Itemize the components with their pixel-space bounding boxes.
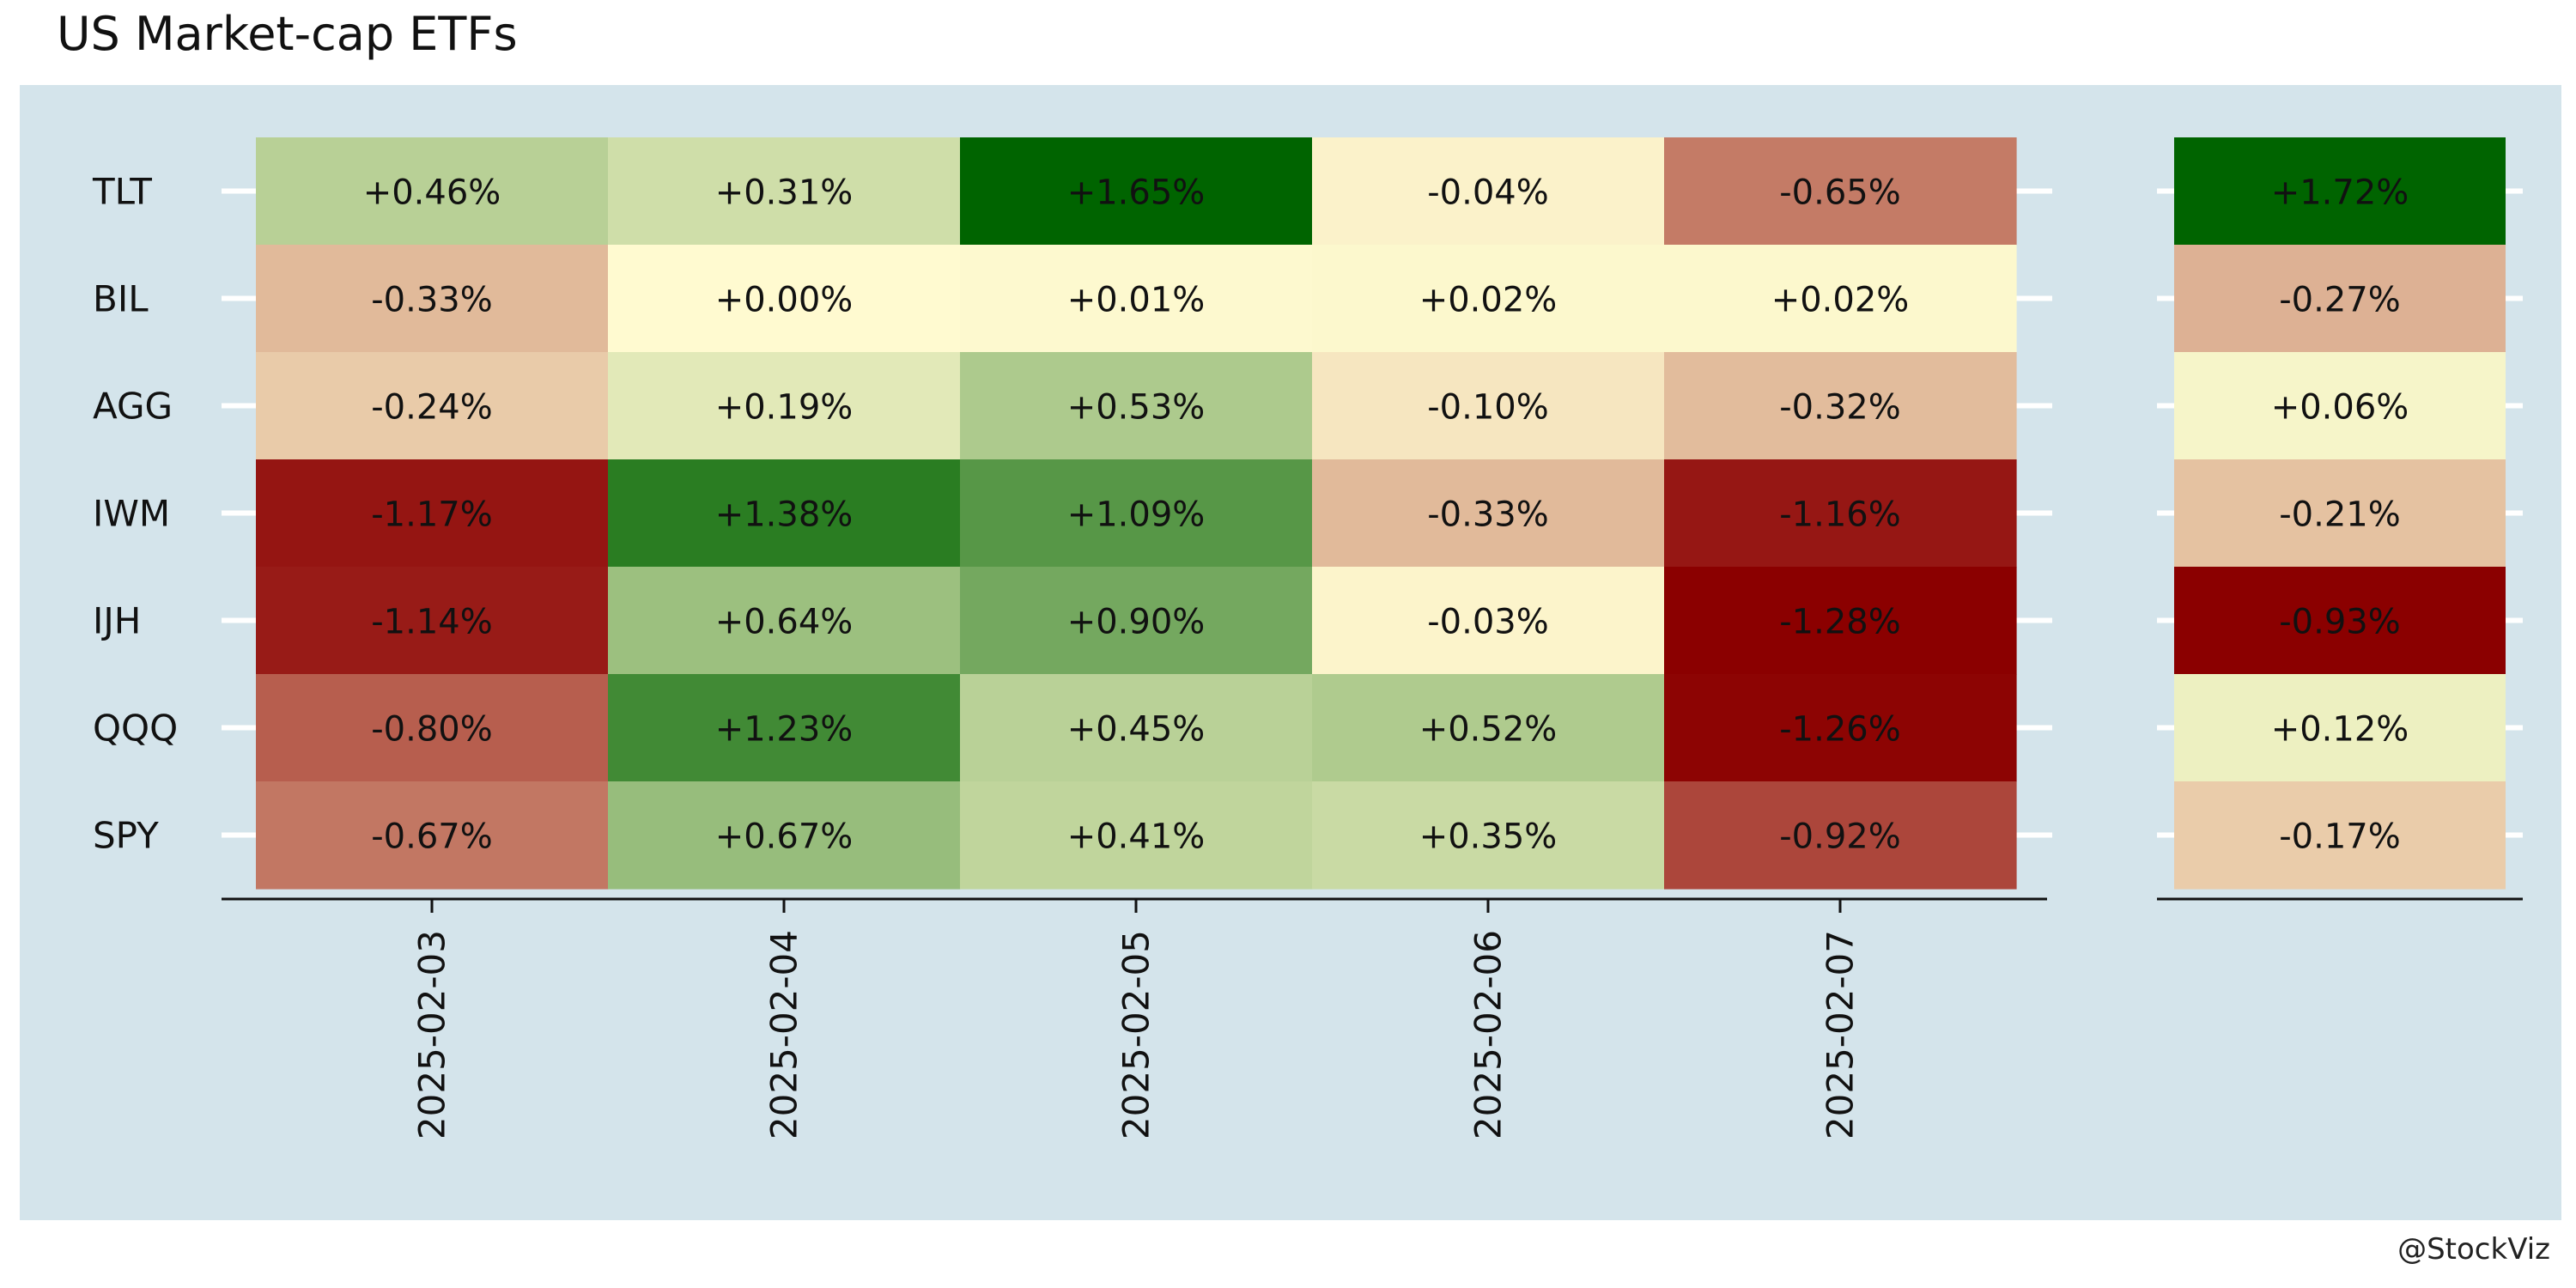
heatmap-cell — [960, 245, 1313, 353]
cell-label: -0.65% — [1779, 173, 1901, 213]
cell-label: -0.24% — [371, 388, 493, 428]
heatmap-cell — [960, 352, 1313, 460]
watermark: @StockViz — [2397, 1232, 2550, 1267]
heatmap-cell — [608, 674, 961, 782]
cell-label: +0.00% — [715, 281, 854, 320]
total-cell — [2174, 674, 2506, 782]
heatmap-cell — [608, 137, 961, 246]
cell-label: -1.17% — [371, 495, 493, 535]
cell-label: -1.28% — [1779, 603, 1901, 642]
total-label: +1.72% — [2271, 173, 2409, 213]
total-label: -0.21% — [2279, 495, 2401, 535]
heatmap-cell — [960, 567, 1313, 675]
total-cell — [2174, 137, 2506, 246]
heatmap-cell — [256, 781, 609, 890]
row-label: IWM — [93, 493, 170, 535]
total-label: -0.27% — [2279, 281, 2401, 320]
heatmap-cell — [960, 781, 1313, 890]
heatmap-cell — [1664, 781, 2017, 890]
heatmap-cell — [256, 137, 609, 246]
chart-title: US Market-cap ETFs — [57, 7, 518, 61]
total-cell — [2174, 459, 2506, 568]
row-label: TLT — [92, 171, 152, 213]
cell-label: +1.23% — [715, 710, 854, 750]
heatmap-cell — [1312, 352, 1665, 460]
heatmap-cell — [1664, 352, 2017, 460]
row-label: IJH — [93, 600, 141, 642]
heatmap-cell — [256, 459, 609, 568]
cell-label: +0.64% — [715, 603, 854, 642]
heatmap-cell — [1664, 137, 2017, 246]
x-tick-label: 2025-02-06 — [1467, 930, 1510, 1139]
heatmap-cell — [1312, 567, 1665, 675]
heatmap-cell — [256, 567, 609, 675]
x-tick-label: 2025-02-07 — [1820, 930, 1862, 1139]
heatmap-cell — [1312, 137, 1665, 246]
cell-label: +0.52% — [1419, 710, 1558, 750]
total-cell — [2174, 352, 2506, 460]
total-label: -0.17% — [2279, 817, 2401, 857]
x-tick-label: 2025-02-03 — [411, 930, 453, 1139]
heatmap-cell — [1312, 674, 1665, 782]
heatmap-cell — [608, 781, 961, 890]
cell-label: -0.33% — [371, 281, 493, 320]
x-tick-label: 2025-02-05 — [1115, 930, 1157, 1139]
cell-label: +1.65% — [1067, 173, 1206, 213]
total-cell — [2174, 245, 2506, 353]
heatmap-cell — [1664, 245, 2017, 353]
cell-label: +0.46% — [363, 173, 501, 213]
cell-label: -0.32% — [1779, 388, 1901, 428]
heatmap-cell — [1664, 567, 2017, 675]
total-cell — [2174, 567, 2506, 675]
heatmap-cell — [1664, 459, 2017, 568]
heatmap-cell — [608, 459, 961, 568]
heatmap-cell — [608, 352, 961, 460]
heatmap-cell — [960, 459, 1313, 568]
heatmap-cell — [1664, 674, 2017, 782]
cell-label: +1.09% — [1067, 495, 1206, 535]
cell-label: -1.26% — [1779, 710, 1901, 750]
row-label: BIL — [93, 278, 149, 320]
cell-label: +0.02% — [1771, 281, 1910, 320]
cell-label: -1.14% — [371, 603, 493, 642]
cell-label: +0.02% — [1419, 281, 1558, 320]
cell-label: +0.41% — [1067, 817, 1206, 857]
cell-label: +0.19% — [715, 388, 854, 428]
x-tick-label: 2025-02-04 — [763, 930, 805, 1139]
heatmap-cell — [1312, 245, 1665, 353]
cell-label: +0.01% — [1067, 281, 1206, 320]
cell-label: +0.45% — [1067, 710, 1206, 750]
cell-label: -0.92% — [1779, 817, 1901, 857]
cell-label: +1.38% — [715, 495, 854, 535]
cell-label: -1.16% — [1779, 495, 1901, 535]
heatmap-cell — [1312, 781, 1665, 890]
total-label: +0.12% — [2271, 710, 2409, 750]
heatmap-cell — [256, 245, 609, 353]
heatmap-cell — [960, 674, 1313, 782]
heatmap-cell — [256, 352, 609, 460]
cell-label: +0.31% — [715, 173, 854, 213]
cell-label: +0.90% — [1067, 603, 1206, 642]
total-label: -0.93% — [2279, 603, 2401, 642]
cell-label: -0.80% — [371, 710, 493, 750]
cell-label: -0.67% — [371, 817, 493, 857]
cell-label: -0.04% — [1427, 173, 1549, 213]
row-label: SPY — [93, 815, 159, 857]
heatmap-cell — [1312, 459, 1665, 568]
cell-label: +0.67% — [715, 817, 854, 857]
row-label: QQQ — [93, 708, 178, 750]
total-label: +0.06% — [2271, 388, 2409, 428]
cell-label: +0.53% — [1067, 388, 1206, 428]
row-label: AGG — [93, 386, 173, 428]
total-cell — [2174, 781, 2506, 890]
heatmap-cell — [256, 674, 609, 782]
cell-label: -0.03% — [1427, 603, 1549, 642]
cell-label: +0.35% — [1419, 817, 1558, 857]
heatmap-cell — [960, 137, 1313, 246]
cell-label: -0.10% — [1427, 388, 1549, 428]
cell-label: -0.33% — [1427, 495, 1549, 535]
heatmap-cell — [608, 567, 961, 675]
heatmap-cell — [608, 245, 961, 353]
